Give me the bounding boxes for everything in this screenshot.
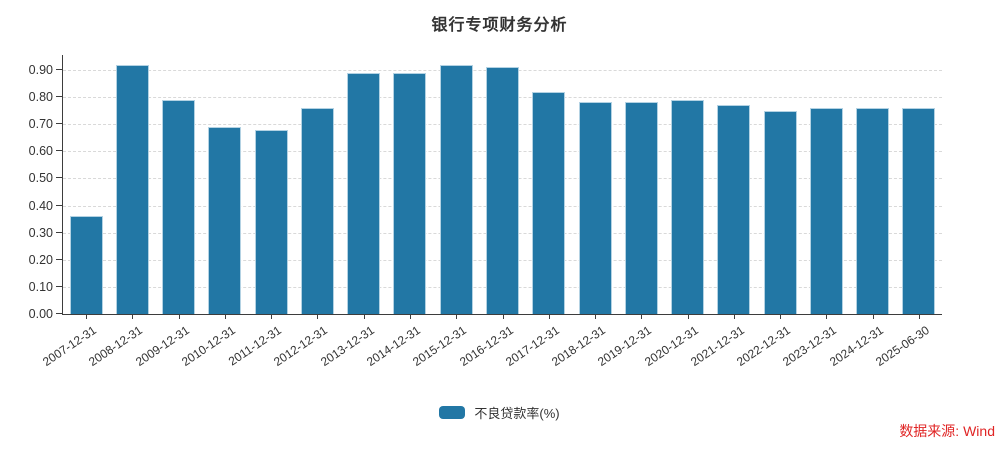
x-axis-tick: [733, 314, 735, 319]
x-axis-tick: [548, 314, 550, 319]
x-axis-tick: [780, 314, 782, 319]
y-axis-tick: [56, 123, 62, 125]
x-axis-tick: [595, 314, 597, 319]
y-axis-tick: [56, 68, 62, 70]
legend-label: 不良贷款率(%): [474, 406, 560, 421]
bar: [254, 129, 288, 314]
x-axis-tick: [363, 314, 365, 319]
bar: [763, 110, 797, 314]
x-axis-tick: [271, 314, 273, 319]
x-axis-tick: [178, 314, 180, 319]
y-axis-tick-label: 0.60: [28, 144, 53, 159]
y-axis-tick-label: 0.70: [28, 117, 53, 132]
y-axis-tick-label: 0.20: [28, 252, 53, 267]
data-source-note: 数据来源: Wind: [899, 423, 995, 439]
bar: [671, 99, 705, 314]
x-axis-tick: [687, 314, 689, 319]
bar: [624, 102, 658, 314]
legend-swatch-icon: [439, 406, 466, 419]
bar: [208, 126, 242, 314]
x-axis-tick: [872, 314, 874, 319]
bar: [717, 105, 751, 314]
x-axis-tick: [502, 314, 504, 319]
bar: [809, 107, 843, 314]
x-axis-tick: [641, 314, 643, 319]
legend: 不良贷款率(%): [0, 403, 999, 422]
y-axis-tick-label: 0.10: [28, 279, 53, 294]
x-axis-tick: [317, 314, 319, 319]
x-axis-tick: [456, 314, 458, 319]
bar: [162, 99, 196, 314]
x-axis-tick: [409, 314, 411, 319]
plot-area: 0.00 0.10 0.20 0.30 0.40 0.50 0.60 0.70 0.80 0.90…: [29, 55, 942, 369]
chart-title: 银行专项财务分析: [431, 17, 568, 34]
y-axis-tick: [56, 150, 62, 152]
bar: [69, 216, 103, 314]
y-axis-tick-label: 0.80: [28, 90, 53, 105]
bar: [347, 72, 381, 314]
bar: [115, 64, 149, 314]
y-axis-tick: [56, 204, 62, 206]
bar: [393, 72, 427, 314]
y-axis-tick: [56, 177, 62, 179]
y-axis-tick-label: 0.90: [28, 62, 53, 77]
x-axis-tick: [918, 314, 920, 319]
y-axis-tick-label: 0.40: [28, 198, 53, 213]
x-axis-tick: [826, 314, 828, 319]
bar: [856, 107, 890, 314]
bar: [300, 107, 334, 314]
x-axis-tick: [132, 314, 134, 319]
y-axis-tick-label: 0.30: [28, 225, 53, 240]
x-axis-tick: [86, 314, 88, 319]
x-axis-tick: [224, 314, 226, 319]
y-axis-tick-label: 0.50: [28, 171, 53, 186]
bar: [486, 67, 519, 314]
y-axis-tick: [56, 96, 62, 98]
y-axis-tick-label: 0.00: [28, 307, 53, 321]
bar: [439, 64, 473, 314]
y-axis-tick: [56, 258, 62, 260]
bar: [578, 102, 612, 314]
y-axis-tick: [56, 313, 62, 314]
y-axis-tick: [56, 231, 62, 233]
bar: [902, 107, 936, 314]
bar: [532, 91, 566, 314]
y-axis-tick: [56, 285, 62, 287]
